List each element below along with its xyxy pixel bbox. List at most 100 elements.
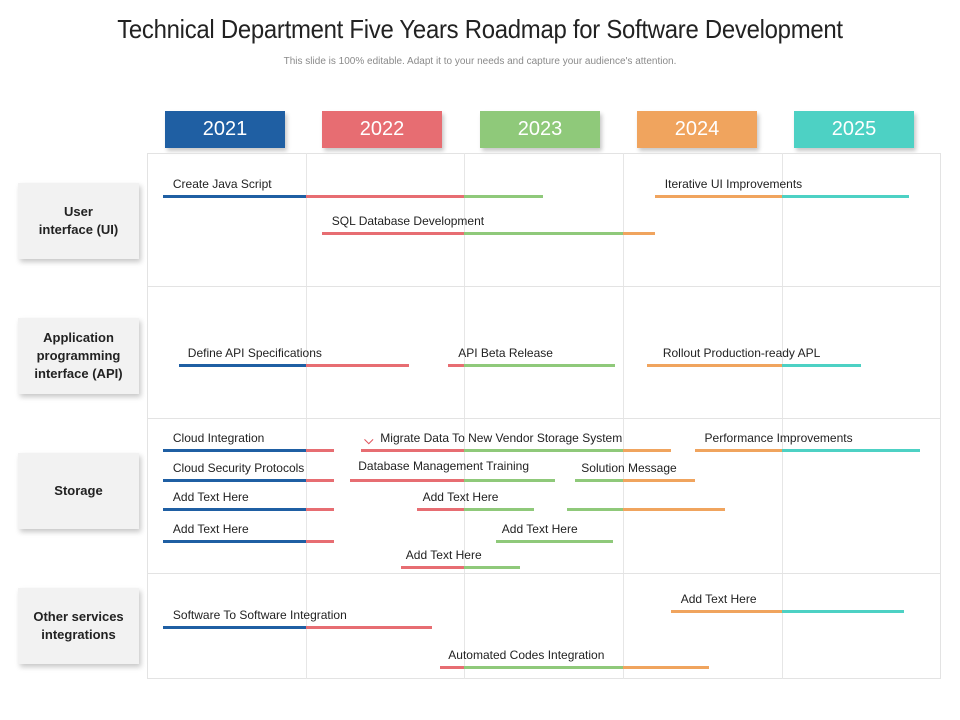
- task-segment-2023: [463, 508, 534, 511]
- task-segment-2023: [463, 479, 555, 482]
- grid-divider: [464, 153, 465, 679]
- task-label: API Beta Release: [458, 346, 553, 360]
- task-label: Add Text Here: [501, 522, 578, 536]
- task-bar: Database Management Training: [350, 459, 555, 482]
- task-segment-2021: [162, 195, 306, 198]
- task-segment-2022: [305, 479, 335, 482]
- task-bar: Create Java Script: [162, 177, 544, 198]
- task-segment-2023: [575, 479, 623, 482]
- task-segment-2025: [781, 610, 905, 613]
- task-label: Rollout Production-ready APL: [662, 346, 821, 360]
- task-label: Migrate Data To New Vendor Storage Syste…: [380, 431, 623, 445]
- task-segment-2023: [463, 449, 623, 452]
- task-segment-2021: [162, 508, 306, 511]
- task-bar: Cloud Integration: [162, 431, 335, 452]
- task-segment-2022: [440, 666, 464, 669]
- task-label: SQL Database Development: [331, 214, 485, 228]
- task-label: Add Text Here: [680, 592, 757, 606]
- task-segment-2021: [162, 540, 306, 543]
- category-storage: Storage: [18, 453, 139, 529]
- task-bar: Add Text Here: [416, 490, 534, 511]
- task-segment-2024: [622, 449, 671, 452]
- task-segment-2022: [350, 479, 464, 482]
- task-segment-2022: [416, 508, 464, 511]
- task-label: Solution Message: [581, 461, 677, 475]
- year-header-2025: 2025: [794, 111, 914, 148]
- task-label: Add Text Here: [172, 522, 249, 536]
- task-label: Create Java Script: [172, 177, 272, 191]
- task-bar: Rollout Production-ready APL: [646, 346, 862, 367]
- task-bar: Performance Improvements: [694, 431, 921, 452]
- task-segment-2021: [162, 479, 306, 482]
- task-segment-2025: [781, 449, 921, 452]
- task-segment-2022: [305, 449, 335, 452]
- task-segment-2022: [321, 232, 464, 235]
- task-label: Add Text Here: [172, 490, 249, 504]
- year-header-2021: 2021: [165, 111, 285, 148]
- task-label: Cloud Integration: [172, 431, 265, 445]
- task-segment-2022: [448, 364, 464, 367]
- task-bar: Add Text Here: [162, 522, 335, 543]
- year-header-2024: 2024: [637, 111, 757, 148]
- roadmap-grid: [147, 153, 941, 679]
- task-segment-2021: [162, 449, 306, 452]
- task-segment-2024: [694, 449, 782, 452]
- grid-divider: [623, 153, 624, 679]
- task-label: Add Text Here: [422, 490, 499, 504]
- task-bar: Add Text Here: [495, 522, 614, 543]
- task-bar: Define API Specifications: [178, 346, 409, 367]
- task-segment-2023: [463, 364, 616, 367]
- task-bar: Add Text Here: [400, 548, 520, 569]
- task-segment-2023: [463, 666, 623, 669]
- task-segment-2024: [622, 479, 695, 482]
- task-segment-2023: [463, 566, 520, 569]
- task-segment-2022: [305, 540, 335, 543]
- task-segment-2024: [654, 195, 782, 198]
- task-label: Define API Specifications: [187, 346, 322, 360]
- task-bar: Software To Software Integration: [162, 608, 433, 629]
- task-label: Add Text Here: [405, 548, 482, 562]
- task-bar: [567, 508, 725, 511]
- task-segment-2025: [781, 364, 862, 367]
- chevron-down-icon: ⌵: [364, 433, 374, 447]
- grid-divider: [147, 286, 941, 287]
- grid-divider: [147, 573, 941, 574]
- category-user-interface: User interface (UI): [18, 183, 139, 259]
- task-segment-2022: [305, 364, 409, 367]
- task-segment-2022: [400, 566, 464, 569]
- task-segment-2024: [622, 666, 709, 669]
- grid-divider: [782, 153, 783, 679]
- task-segment-2023: [463, 195, 544, 198]
- task-label: Software To Software Integration: [172, 608, 347, 622]
- task-segment-2023: [567, 508, 623, 511]
- task-label: Performance Improvements: [704, 431, 853, 445]
- year-header-2023: 2023: [480, 111, 600, 148]
- task-segment-2024: [670, 610, 782, 613]
- task-segment-2022: [361, 449, 464, 452]
- task-bar: API Beta Release: [448, 346, 616, 367]
- page-title: Technical Department Five Years Roadmap …: [117, 14, 843, 44]
- task-bar: Solution Message: [575, 461, 695, 482]
- task-segment-2022: [305, 626, 433, 629]
- task-segment-2021: [162, 626, 306, 629]
- task-bar: Add Text Here: [162, 490, 335, 511]
- task-label: Automated Codes Integration: [448, 648, 605, 662]
- year-header-2022: 2022: [322, 111, 442, 148]
- task-bar: Add Text Here: [670, 592, 905, 613]
- task-label: Iterative UI Improvements: [664, 177, 803, 191]
- page-subtitle: This slide is 100% editable. Adapt it to…: [283, 56, 677, 67]
- task-segment-2024: [622, 508, 725, 511]
- task-segment-2025: [781, 195, 910, 198]
- task-bar: Iterative UI Improvements: [654, 177, 910, 198]
- task-segment-2022: [305, 508, 335, 511]
- task-bar: Automated Codes Integration: [440, 648, 709, 669]
- task-bar: Cloud Security Protocols: [162, 461, 335, 482]
- task-segment-2022: [305, 195, 464, 198]
- task-label: Cloud Security Protocols: [172, 461, 305, 475]
- task-segment-2021: [178, 364, 306, 367]
- task-segment-2024: [622, 232, 655, 235]
- task-label: Database Management Training: [358, 459, 530, 473]
- task-bar: SQL Database Development: [321, 214, 655, 235]
- task-segment-2024: [646, 364, 782, 367]
- grid-divider: [306, 153, 307, 679]
